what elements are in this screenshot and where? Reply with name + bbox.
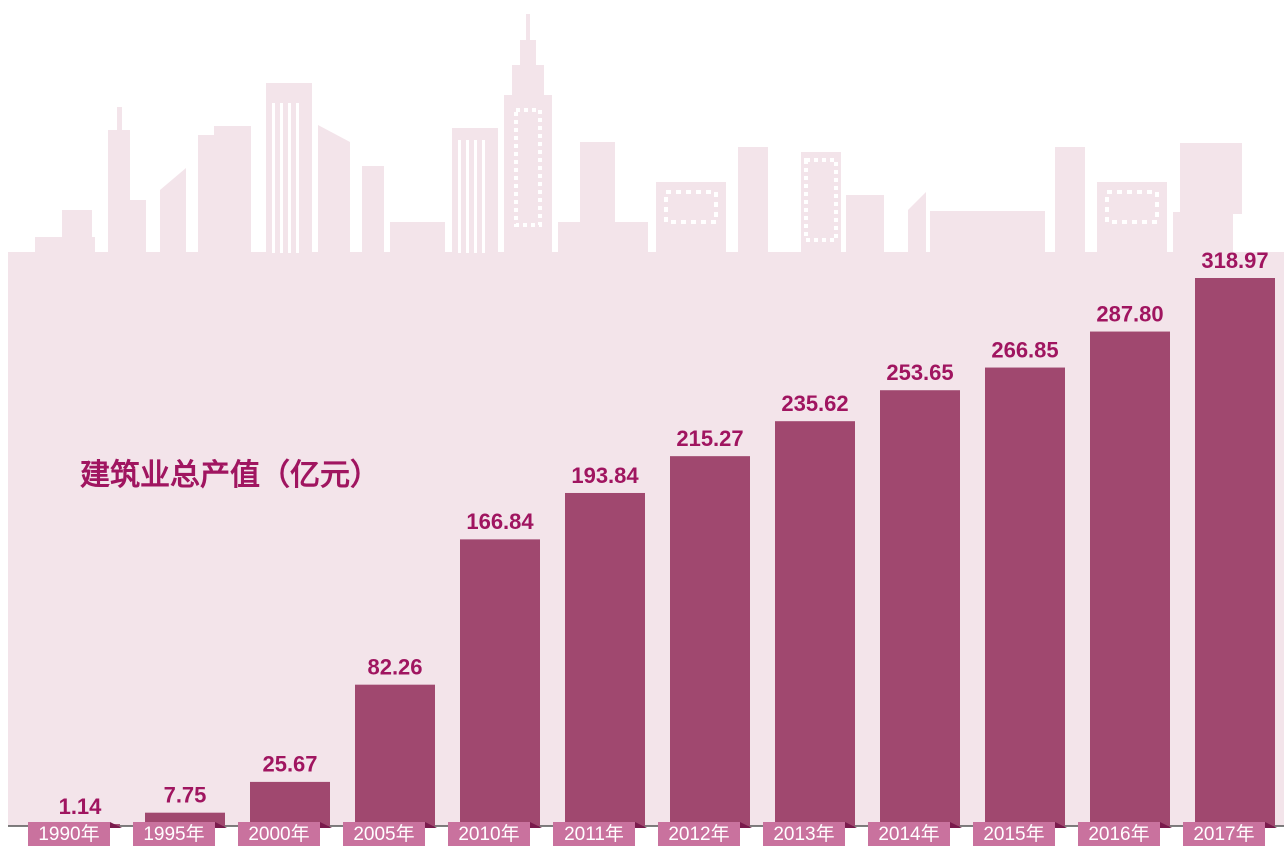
value-label: 82.26	[367, 654, 422, 679]
category-tag	[448, 822, 530, 846]
category-tag	[868, 822, 950, 846]
tag-fold	[845, 822, 857, 828]
x-tick-label: 2010年	[458, 823, 519, 845]
category-tag	[28, 822, 110, 846]
tag-fold	[740, 822, 752, 828]
bar	[1195, 278, 1275, 826]
value-label: 215.27	[676, 426, 743, 451]
value-label: 1.14	[59, 794, 103, 819]
windows	[272, 103, 1159, 253]
bar	[460, 539, 540, 826]
category-tag	[133, 822, 215, 846]
x-tick-label: 1990年	[38, 823, 99, 845]
tag-fold	[215, 822, 227, 828]
x-tick-label: 1995年	[143, 823, 204, 845]
tag-fold	[425, 822, 437, 828]
category-tag	[658, 822, 740, 846]
category-tag	[1078, 822, 1160, 846]
x-tick-label: 2017年	[1193, 823, 1254, 845]
bar	[250, 781, 330, 826]
x-tick-label: 2014年	[878, 823, 939, 845]
category-tag	[1183, 822, 1265, 846]
x-tick-label: 2011年	[564, 823, 624, 845]
tag-fold	[320, 822, 332, 828]
category-tag	[553, 822, 635, 846]
x-tick-label: 2015年	[983, 823, 1044, 845]
category-tag	[763, 822, 845, 846]
tag-fold	[110, 822, 122, 828]
value-label: 318.97	[1201, 248, 1268, 273]
category-tag	[973, 822, 1055, 846]
value-label: 193.84	[571, 463, 639, 488]
value-label: 7.75	[164, 782, 207, 807]
value-label: 266.85	[991, 337, 1058, 362]
tag-fold	[1160, 822, 1172, 828]
bar	[985, 367, 1065, 826]
value-label: 253.65	[886, 360, 953, 385]
x-tick-label: 2005年	[353, 823, 414, 845]
x-tick-label: 2000年	[248, 823, 309, 845]
bar	[775, 421, 855, 826]
bar	[565, 492, 645, 826]
category-tag	[343, 822, 425, 846]
x-tick-label: 2016年	[1088, 823, 1149, 845]
tag-fold	[1265, 822, 1277, 828]
category-tag	[238, 822, 320, 846]
bar	[355, 684, 435, 826]
bar	[670, 456, 750, 826]
x-tick-label: 2012年	[668, 823, 729, 845]
value-label: 25.67	[262, 752, 317, 777]
bar	[1090, 331, 1170, 826]
bar	[880, 390, 960, 826]
tag-fold	[530, 822, 542, 828]
value-label: 287.80	[1096, 301, 1163, 326]
x-tick-label: 2013年	[773, 823, 834, 845]
value-label: 235.62	[781, 391, 848, 416]
value-label: 166.84	[466, 509, 534, 534]
tag-fold	[950, 822, 962, 828]
tag-fold	[1055, 822, 1067, 828]
skyline	[8, 14, 1284, 826]
tag-fold	[635, 822, 647, 828]
chart-title: 建筑业总产值（亿元）	[80, 458, 380, 492]
